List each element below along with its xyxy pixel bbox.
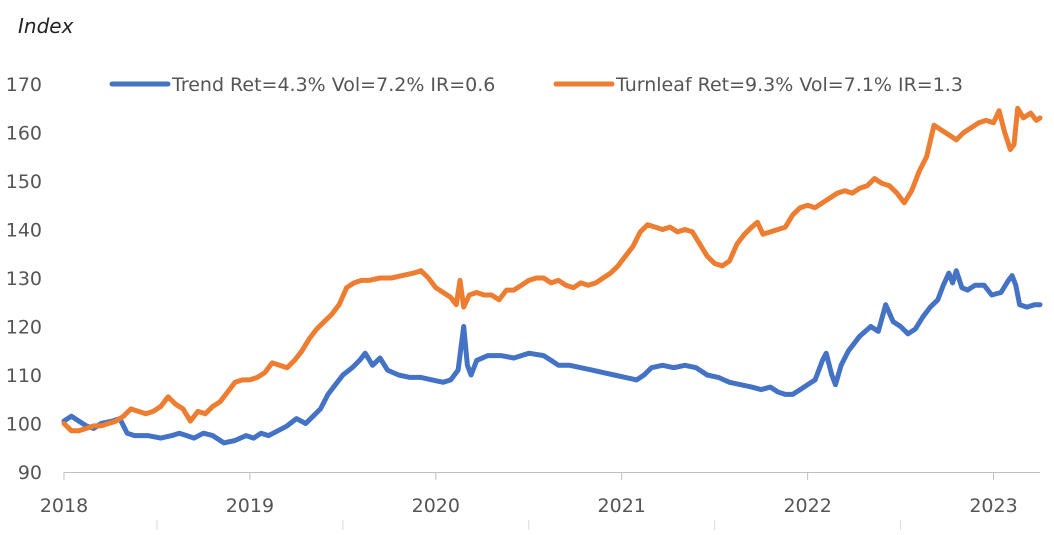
y-tick-label-120: 120 — [6, 317, 42, 339]
x-axis-ticks: 2018 2019 2020 2021 2022 2023 — [40, 472, 1018, 530]
x-tick-label-2022: 2022 — [783, 495, 831, 517]
x-tick-label-2018: 2018 — [40, 495, 88, 517]
y-axis-ticks: 90 100 110 120 130 140 150 160 170 — [6, 74, 42, 484]
y-axis-label: Index — [18, 14, 74, 38]
y-tick-label-140: 140 — [6, 220, 42, 242]
x-tick-label-2021: 2021 — [598, 495, 646, 517]
legend: Trend Ret=4.3% Vol=7.2% IR=0.6 Turnleaf R… — [109, 74, 963, 96]
series-line-trend — [61, 268, 1043, 446]
series-line-turnleaf — [61, 105, 1043, 434]
y-tick-label-170: 170 — [6, 74, 42, 96]
x-tick-label-2019: 2019 — [226, 495, 274, 517]
y-tick-label-150: 150 — [6, 171, 42, 193]
legend-label-trend: Trend Ret=4.3% Vol=7.2% IR=0.6 — [171, 74, 495, 96]
series-layer — [61, 105, 1043, 446]
y-tick-label-110: 110 — [6, 365, 42, 387]
legend-label-turnleaf: Turnleaf Ret=9.3% Vol=7.1% IR=1.3 — [615, 74, 963, 96]
y-tick-label-160: 160 — [6, 123, 42, 145]
x-tick-label-2023: 2023 — [969, 495, 1017, 517]
y-tick-label-130: 130 — [6, 268, 42, 290]
x-tick-label-2020: 2020 — [412, 495, 460, 517]
y-tick-label-90: 90 — [18, 462, 42, 484]
y-tick-label-100: 100 — [6, 414, 42, 436]
